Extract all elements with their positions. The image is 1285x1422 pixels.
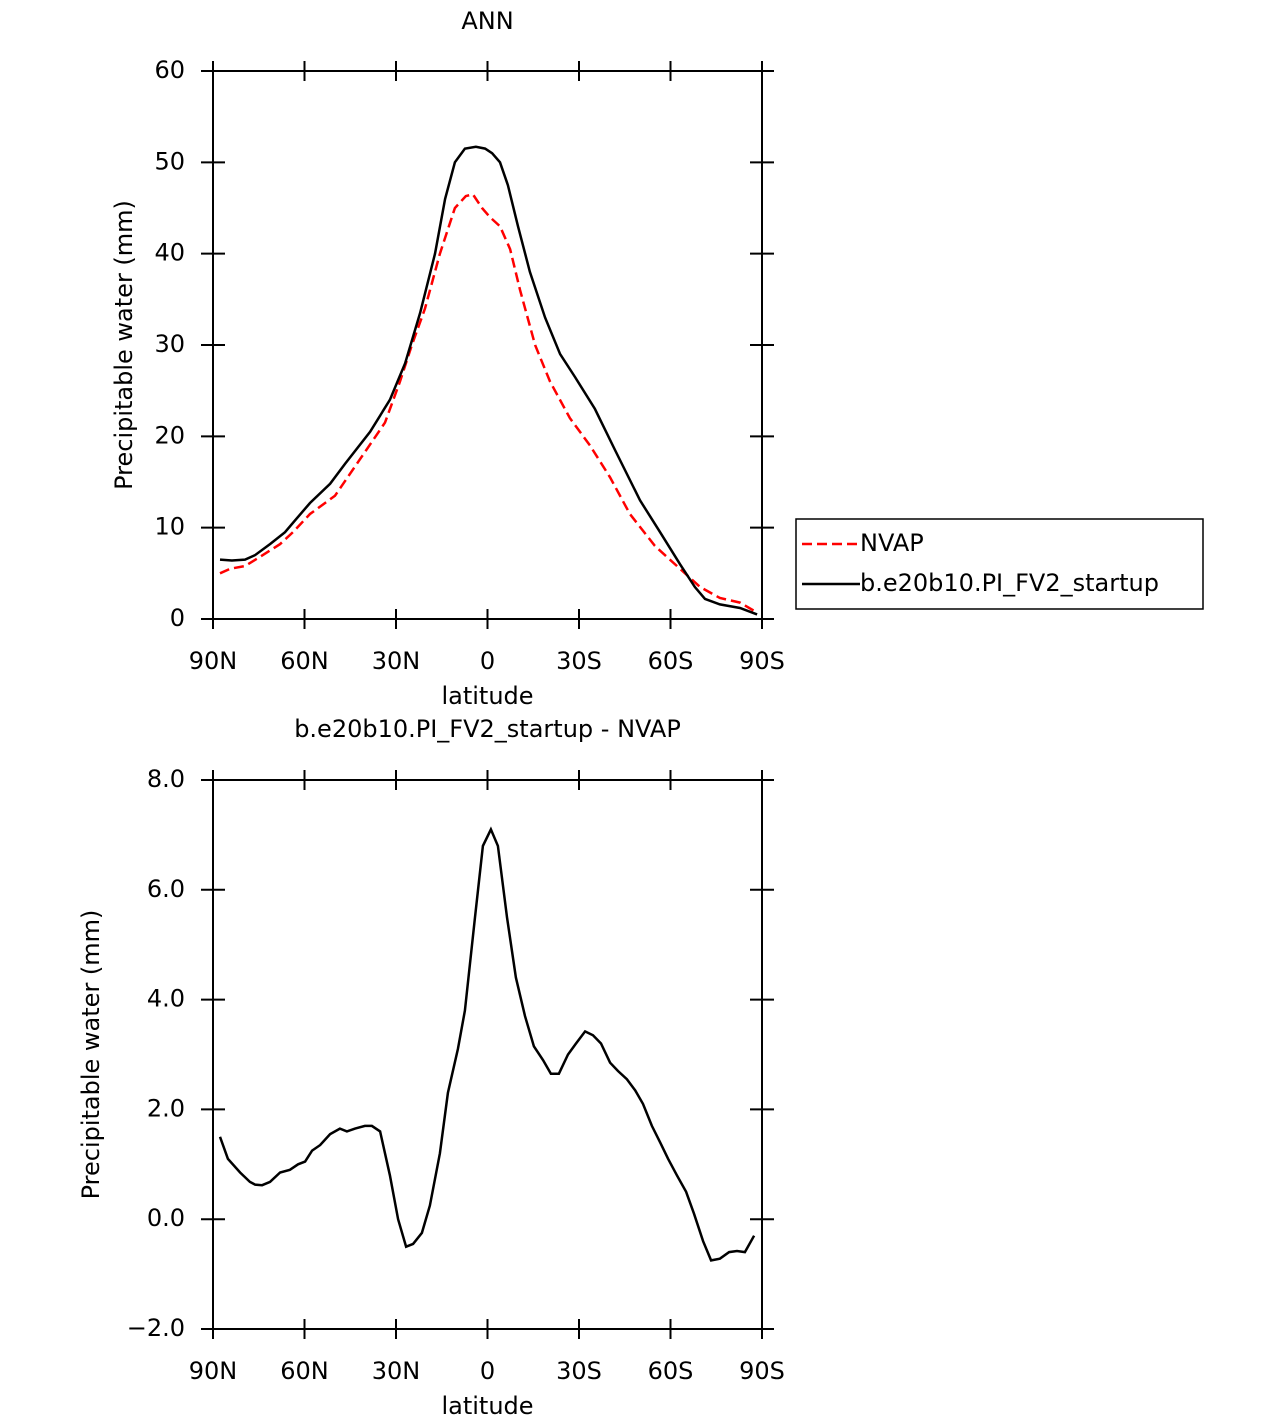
x-tick-label: 60N [280,1357,329,1385]
y-tick-label: 10 [154,513,185,541]
y-tick-label: 2.0 [147,1094,185,1122]
y-axis-label: Precipitable water (mm) [77,910,105,1200]
y-tick-label: 8.0 [147,765,185,793]
y-tick-label: 4.0 [147,985,185,1013]
x-tick-label: 90S [739,647,785,675]
y-tick-label: 0 [170,604,185,632]
x-tick-label: 30S [556,1357,602,1385]
legend-label: b.e20b10.PI_FV2_startup [860,569,1159,597]
x-axis-label: latitude [441,1392,533,1420]
legend-label: NVAP [860,529,924,557]
x-tick-label: 60N [280,647,329,675]
x-tick-label: 60S [648,1357,694,1385]
y-axis-label: Precipitable water (mm) [110,200,138,490]
data-line [219,145,758,616]
plot-frame [212,70,763,620]
data-line [218,826,756,1262]
x-tick-label: 30N [372,1357,421,1385]
y-tick-label: −2.0 [127,1314,185,1342]
x-tick-label: 0 [480,647,495,675]
x-axis-label: latitude [441,682,533,710]
y-tick-label: 40 [154,239,185,267]
y-tick-label: 20 [154,421,185,449]
x-tick-label: 30N [372,647,421,675]
y-tick-label: 6.0 [147,875,185,903]
y-tick-label: 60 [154,56,185,84]
x-tick-label: 0 [480,1357,495,1385]
chart-title: ANN [461,7,513,35]
chart-title: b.e20b10.PI_FV2_startup - NVAP [294,715,681,743]
y-tick-label: 0.0 [147,1204,185,1232]
x-tick-label: 90N [189,1357,238,1385]
y-tick-label: 30 [154,330,185,358]
plot-frame [212,779,763,1330]
data-line [219,192,758,614]
x-tick-label: 90S [739,1357,785,1385]
legend-box [795,518,1204,610]
y-tick-label: 50 [154,147,185,175]
x-tick-label: 60S [648,647,694,675]
x-tick-label: 90N [189,647,238,675]
x-tick-label: 30S [556,647,602,675]
